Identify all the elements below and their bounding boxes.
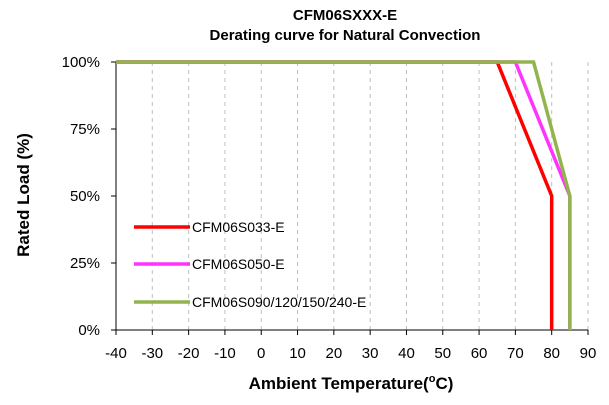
x-tick-label: 30	[362, 345, 379, 362]
x-tick-label: -20	[178, 345, 200, 362]
chart-subtitle: Derating curve for Natural Convection	[210, 27, 481, 44]
legend-label: CFM06S033-E	[192, 219, 285, 235]
series-lines	[116, 60, 572, 330]
x-tick-label: -40	[105, 345, 127, 362]
x-tick-label: 10	[289, 345, 306, 362]
x-tick-label: 90	[580, 345, 597, 362]
y-tick-label: 25%	[70, 255, 100, 272]
x-tick-label: 80	[543, 345, 560, 362]
tick-labels: -40 -30 -20 -10 0 10 20 30 40 50 60 70 80 90 0% 25% 50% 7…	[62, 54, 597, 362]
chart-title: CFM06SXXX-E	[293, 7, 397, 24]
x-axis-title: Ambient Temperature(oC)	[249, 373, 454, 393]
axes	[111, 61, 589, 335]
x-tick-label: 40	[398, 345, 415, 362]
x-tick-label: -30	[141, 345, 163, 362]
y-tick-label: 75%	[70, 121, 100, 138]
x-axis-title-degree: o	[429, 373, 436, 385]
x-tick-label: -10	[214, 345, 236, 362]
x-tick-label: 70	[507, 345, 524, 362]
x-axis-title-main: Ambient Temperature(	[249, 374, 429, 393]
grid-lines	[151, 62, 589, 330]
legend: CFM06S033-E CFM06S050-E CFM06S090/120/150/…	[134, 219, 366, 310]
x-tick-label: 60	[471, 345, 488, 362]
y-axis-title: Rated Load (%)	[14, 133, 33, 257]
series-line	[116, 60, 572, 330]
x-tick-label: 0	[257, 345, 265, 362]
y-tick-label: 0%	[78, 322, 100, 339]
y-tick-label: 50%	[70, 188, 100, 205]
series-line	[116, 60, 572, 330]
x-axis-title-unit: C)	[435, 374, 453, 393]
y-tick-label: 100%	[62, 54, 100, 71]
legend-label: CFM06S050-E	[192, 256, 285, 272]
x-tick-label: 50	[434, 345, 451, 362]
x-tick-label: 20	[326, 345, 343, 362]
legend-label: CFM06S090/120/150/240-E	[192, 294, 366, 310]
